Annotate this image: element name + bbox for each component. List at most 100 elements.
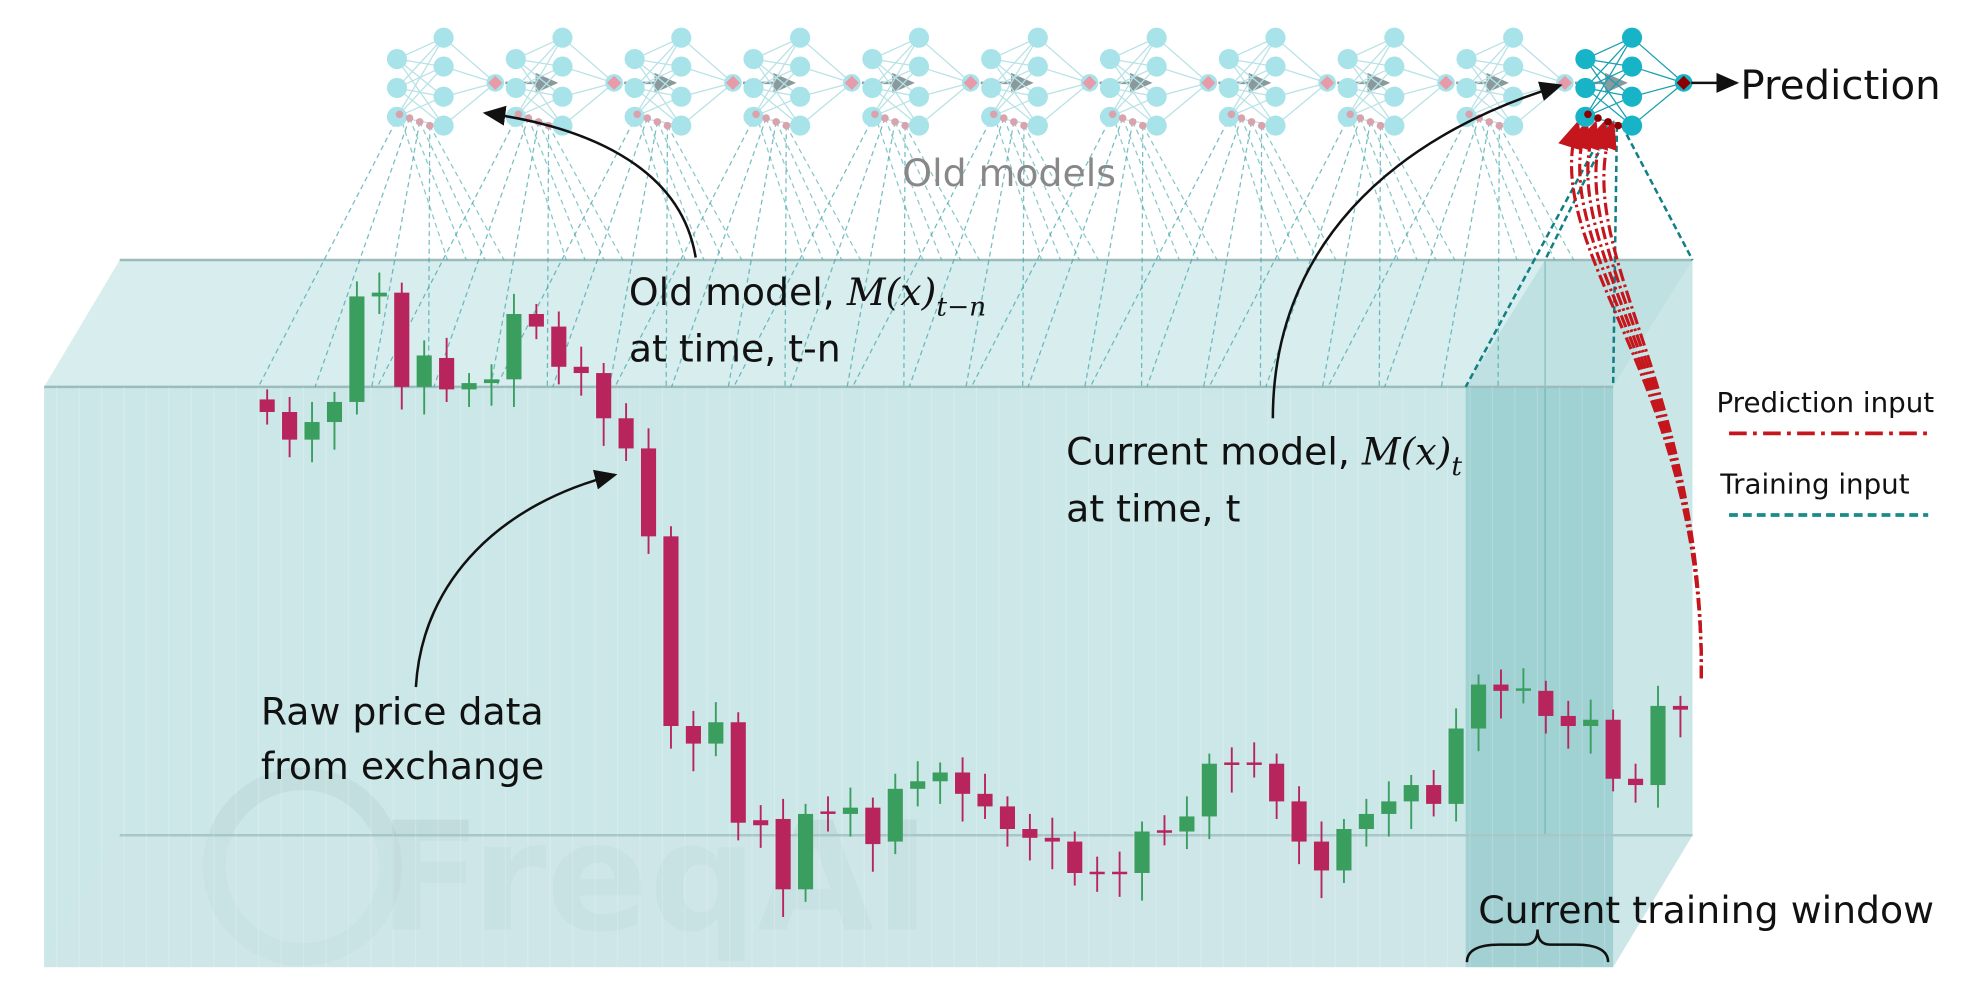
edge <box>1275 37 1328 84</box>
node <box>1503 86 1524 107</box>
candle-body <box>1134 831 1150 873</box>
input-dot <box>1000 114 1008 122</box>
node <box>624 77 645 98</box>
candle-body <box>1156 830 1173 833</box>
edge <box>1109 66 1158 118</box>
input-dot <box>1495 121 1504 130</box>
output-diamond <box>1438 75 1454 91</box>
edge <box>1466 37 1514 89</box>
box-bottom <box>44 835 1693 968</box>
candle-body <box>1336 829 1352 871</box>
edge <box>1156 37 1209 84</box>
training-line <box>1084 121 1134 387</box>
input-dot <box>772 118 780 126</box>
node <box>1384 56 1405 77</box>
input-dot <box>1366 118 1375 126</box>
edge <box>634 37 682 89</box>
node <box>908 115 930 136</box>
node <box>1027 115 1048 136</box>
input-dot <box>1376 121 1385 130</box>
training-line <box>656 121 724 261</box>
node <box>1146 115 1167 136</box>
input-dot <box>1465 110 1473 119</box>
input-dot <box>1020 121 1028 130</box>
input-dot <box>989 110 998 119</box>
edge <box>799 82 853 127</box>
window-label: Current training window <box>1478 888 1934 932</box>
edge <box>1466 37 1514 118</box>
prediction-label: Prediction <box>1740 63 1940 109</box>
candle-body <box>1089 871 1105 875</box>
training-line <box>789 117 886 388</box>
input-dot <box>1584 110 1592 119</box>
candle-body <box>1448 728 1464 804</box>
node <box>1265 56 1286 77</box>
training-line <box>517 114 567 261</box>
math: M(x) <box>846 270 937 314</box>
candle-body <box>1650 705 1666 786</box>
candle-body <box>1538 690 1554 716</box>
input-dot <box>1604 118 1612 126</box>
training-line <box>1003 117 1062 261</box>
node <box>1621 86 1643 107</box>
training-line <box>1261 125 1337 261</box>
node <box>1503 115 1524 136</box>
candle-body <box>1112 871 1128 875</box>
training-line <box>646 117 705 261</box>
edge <box>680 82 734 127</box>
input-dot <box>514 110 523 119</box>
input-dot <box>1128 118 1137 126</box>
candle-body <box>326 401 343 423</box>
training-line <box>314 117 411 388</box>
text: Current model, <box>1066 430 1362 474</box>
input-dot <box>1108 110 1117 119</box>
node <box>790 27 811 48</box>
edge <box>1584 66 1633 118</box>
raw-data-label: Raw price data <box>261 690 544 734</box>
edge <box>990 37 1039 118</box>
node <box>862 77 883 98</box>
edge <box>1156 82 1209 127</box>
input-dot <box>663 121 672 130</box>
candle-body <box>1560 715 1576 727</box>
training-line <box>993 114 1043 261</box>
node <box>386 77 408 98</box>
training-line <box>1359 117 1418 261</box>
node <box>1384 86 1405 107</box>
input-dot <box>1485 118 1494 126</box>
training-line <box>874 114 924 261</box>
subscript: t−n <box>936 291 986 322</box>
edge <box>634 66 682 118</box>
node <box>1456 77 1477 98</box>
node <box>1575 48 1596 70</box>
input-dot <box>633 110 641 119</box>
training-line <box>1023 125 1099 261</box>
input-dot <box>1247 118 1256 126</box>
edge <box>1228 66 1276 118</box>
input-dot <box>762 114 770 122</box>
candle-body <box>797 813 814 890</box>
candle-body <box>1269 763 1285 802</box>
training-line <box>489 121 540 387</box>
edge <box>871 37 920 89</box>
edge <box>515 37 563 118</box>
candle-body <box>1381 801 1397 814</box>
training-line <box>548 125 624 261</box>
candle-body <box>1493 684 1509 691</box>
edge <box>753 37 801 89</box>
node <box>1146 27 1167 48</box>
training-line <box>1111 114 1162 261</box>
current-model-arrow <box>1271 81 1563 419</box>
training-line <box>371 121 421 387</box>
edge <box>1584 37 1633 118</box>
candle-body <box>1179 816 1195 832</box>
training-line <box>614 114 757 388</box>
node <box>743 48 764 70</box>
node <box>505 77 526 98</box>
edge <box>1347 37 1395 89</box>
edge <box>634 37 682 118</box>
training-line <box>1440 121 1490 387</box>
candle-body <box>1201 763 1217 817</box>
node <box>1027 86 1048 107</box>
candle-body <box>1022 829 1038 838</box>
